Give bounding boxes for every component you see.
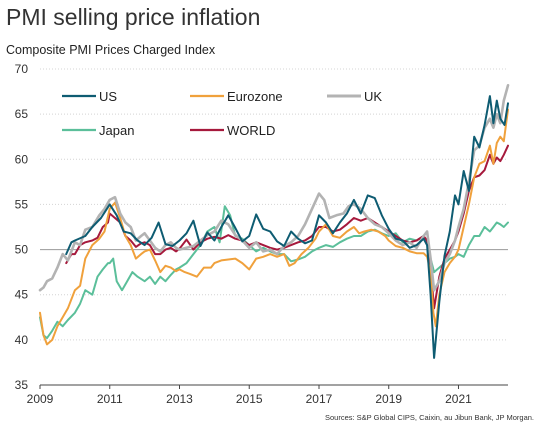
series-lines bbox=[38, 84, 510, 359]
y-tick-label: 70 bbox=[15, 62, 29, 76]
y-tick-labels: 35 40 45 50 55 60 65 70 bbox=[15, 62, 29, 392]
y-tick-label: 35 bbox=[15, 378, 29, 392]
y-tick-label: 50 bbox=[15, 243, 29, 257]
legend-label-us: US bbox=[99, 89, 117, 104]
x-tick-label: 2015 bbox=[236, 392, 263, 406]
chart-title: PMI selling price inflation bbox=[6, 4, 260, 30]
y-axis-label: Composite PMI Prices Charged Index bbox=[6, 43, 216, 57]
series-line-world bbox=[65, 144, 509, 310]
series-line-uk bbox=[38, 84, 510, 292]
y-tick-label: 40 bbox=[15, 333, 29, 347]
series-line-eurozone bbox=[39, 108, 509, 346]
legend-label-world: WORLD bbox=[227, 123, 275, 138]
x-tick-label: 2011 bbox=[97, 392, 123, 406]
legend-label-uk: UK bbox=[364, 89, 382, 104]
y-tick-label: 65 bbox=[15, 107, 29, 121]
x-tick-label: 2021 bbox=[445, 392, 472, 406]
series-line-us bbox=[65, 95, 509, 359]
y-tick-label: 45 bbox=[15, 288, 29, 302]
x-tick-labels: 2009 2011 2013 2015 2017 2019 2021 bbox=[27, 385, 472, 406]
legend: US Eurozone UK Japan WORLD bbox=[62, 89, 382, 138]
y-tick-label: 55 bbox=[15, 197, 29, 211]
legend-label-japan: Japan bbox=[99, 123, 134, 138]
grid-lines bbox=[40, 68, 508, 386]
y-tick-label: 60 bbox=[15, 152, 29, 166]
legend-label-eurozone: Eurozone bbox=[227, 89, 283, 104]
x-tick-label: 2013 bbox=[166, 392, 193, 406]
x-tick-label: 2009 bbox=[27, 392, 54, 406]
source-note: Sources: S&P Global CIPS, Caixin, au Jib… bbox=[325, 413, 534, 422]
x-tick-label: 2019 bbox=[375, 392, 402, 406]
x-tick-label: 2017 bbox=[306, 392, 333, 406]
